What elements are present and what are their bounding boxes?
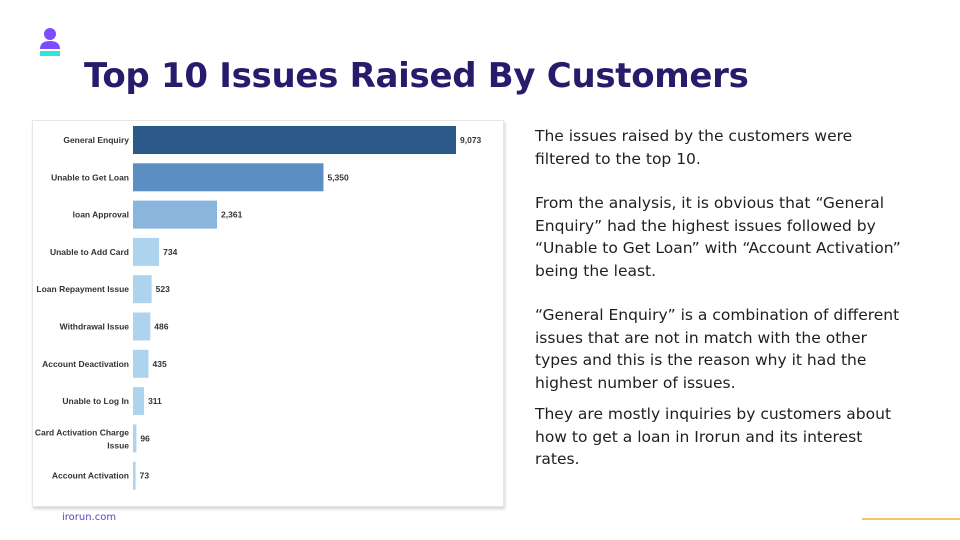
category-label: Account Deactivation xyxy=(42,359,129,369)
value-label: 5,350 xyxy=(327,172,349,182)
page-title: Top 10 Issues Raised By Customers xyxy=(84,56,749,96)
footer-website: irorun.com xyxy=(62,512,117,523)
brand-logo xyxy=(38,27,62,57)
value-label: 9,073 xyxy=(460,135,482,145)
value-label: 311 xyxy=(148,396,162,406)
value-label: 2,361 xyxy=(221,210,243,220)
bar-chart: General Enquiry 9,073 Unable to Get Loan 5,… xyxy=(32,120,504,507)
bar xyxy=(133,349,149,378)
value-label: 523 xyxy=(156,284,170,294)
bar xyxy=(133,163,324,192)
category-label: Loan Repayment Issue xyxy=(36,284,129,294)
category-label: Card Activation Charge Issue xyxy=(35,427,129,450)
value-label: 734 xyxy=(163,247,177,257)
bar xyxy=(133,275,152,304)
analysis-text: The issues raised by the customers were … xyxy=(535,125,905,471)
paragraph-analysis: From the analysis, it is obvious that “G… xyxy=(535,194,901,280)
value-label: 435 xyxy=(152,359,166,369)
bar xyxy=(133,387,145,416)
bar xyxy=(133,200,218,229)
value-label: 486 xyxy=(154,322,168,332)
category-label: Unable to Add Card xyxy=(50,247,129,257)
category-label: Unable to Log In xyxy=(62,396,129,406)
chart-canvas: General Enquiry 9,073 Unable to Get Loan 5,… xyxy=(35,126,482,490)
bar xyxy=(133,237,160,266)
category-label: General Enquiry xyxy=(63,135,129,145)
paragraph-inquiries: They are mostly inquiries by customers a… xyxy=(535,405,892,468)
bar xyxy=(133,312,151,341)
paragraph-general-enquiry: “General Enquiry” is a combination of di… xyxy=(535,306,900,392)
paragraph-intro: The issues raised by the customers were … xyxy=(535,127,853,168)
category-label: loan Approval xyxy=(73,210,129,220)
logo-person-icon xyxy=(40,28,60,56)
value-label: 96 xyxy=(140,433,150,443)
bar xyxy=(133,126,456,154)
category-label: Unable to Get Loan xyxy=(51,172,129,182)
bar xyxy=(133,461,136,490)
category-label: Withdrawal Issue xyxy=(60,322,130,332)
category-label: Account Activation xyxy=(52,471,129,481)
accent-line xyxy=(862,518,960,520)
value-label: 73 xyxy=(140,471,150,481)
bar xyxy=(133,424,137,453)
